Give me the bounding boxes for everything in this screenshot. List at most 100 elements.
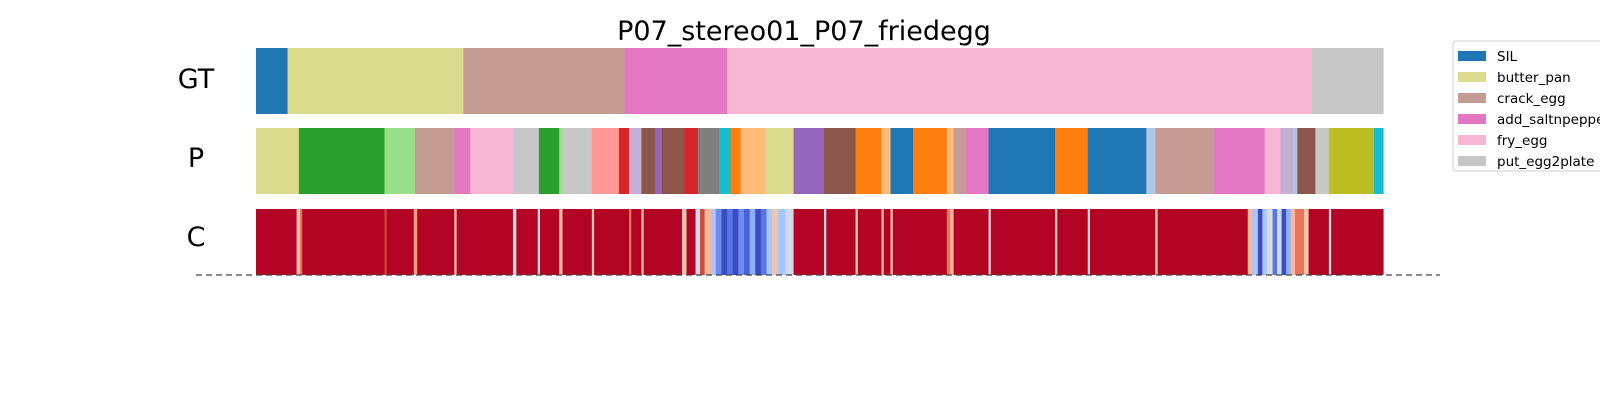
gt-segment-0 [256,48,289,114]
confidence-segment-67 [1277,209,1283,275]
confidence-segment-45 [857,209,883,275]
confidence-segment-28 [715,209,723,275]
confidence-segment-26 [704,209,712,275]
pred-segment-17 [697,128,720,194]
confidence-segment-34 [749,209,756,275]
pred-segment-0 [256,128,300,194]
confidence-segment-62 [1252,209,1259,275]
confidence-bar [256,209,1384,275]
row-label-gt: GT [178,64,215,95]
row-label-c: C [187,222,206,253]
legend-swatch-4 [1458,135,1486,145]
confidence-segment-29 [721,209,728,275]
legend-swatch-3 [1458,114,1486,124]
legend-swatch-2 [1458,93,1486,103]
confidence-segment-9 [456,209,514,275]
pred-segment-32 [988,128,1056,194]
confidence-segment-71 [1295,209,1305,275]
legend-swatch-0 [1458,51,1486,61]
pred-segment-22 [765,128,795,194]
pred-segment-18 [719,128,732,194]
pred-segment-25 [855,128,883,194]
confidence-segment-13 [540,209,560,275]
confidence-segment-63 [1257,209,1264,275]
pred-segment-28 [913,128,948,194]
confidence-segment-74 [1328,209,1332,275]
confidence-segment-56 [1057,209,1089,275]
confidence-segment-1 [296,209,301,275]
confidence-segment-65 [1266,209,1274,275]
pred-segment-14 [654,128,663,194]
confidence-segment-12 [537,209,541,275]
pred-segment-13 [641,128,656,194]
confidence-segment-25 [700,209,706,275]
confidence-segment-16 [591,209,595,275]
pred-segment-6 [512,128,540,194]
pred-segment-2 [384,128,416,194]
confidence-segment-75 [1331,209,1384,275]
pred-segment-39 [1280,128,1294,194]
confidence-segment-54 [990,209,1056,275]
confidence-segment-14 [559,209,564,275]
confidence-segment-38 [772,209,779,275]
legend-swatch-1 [1458,72,1486,82]
confidence-segment-59 [1155,209,1159,275]
confidence-segment-51 [950,209,955,275]
pred-segment-43 [1328,128,1375,194]
confidence-segment-40 [785,209,795,275]
legend-swatch-5 [1458,156,1486,166]
pred-segment-23 [793,128,825,194]
confidence-segment-11 [516,209,539,275]
confidence-segment-19 [631,209,643,275]
gt-segment-2 [463,48,626,114]
legend-label-2: crack_egg [1497,91,1566,107]
pred-segment-29 [946,128,955,194]
pred-segment-11 [618,128,630,194]
gt-segment-1 [287,48,464,114]
confidence-segment-23 [686,209,697,275]
confidence-segment-30 [727,209,734,275]
pred-segment-9 [562,128,593,194]
confidence-segment-52 [953,209,990,275]
confidence-segment-33 [743,209,751,275]
pred-segment-27 [890,128,914,194]
confidence-segment-8 [454,209,458,275]
legend-label-3: add_saltnpepper [1497,112,1600,128]
confidence-segment-73 [1308,209,1330,275]
confidence-segment-49 [892,209,948,275]
confidence-segment-2 [299,209,303,275]
pred-segment-16 [684,128,699,194]
confidence-segment-57 [1087,209,1091,275]
pred-segment-7 [538,128,560,194]
confidence-segment-70 [1290,209,1296,275]
confidence-segment-58 [1089,209,1156,275]
confidence-segment-44 [855,209,859,275]
confidence-segment-15 [562,209,593,275]
gt-segment-3 [624,48,728,114]
pred-segment-26 [881,128,892,194]
pred-segment-35 [1146,128,1156,194]
confidence-segment-46 [881,209,885,275]
legend-label-0: SIL [1497,49,1518,65]
gt-segment-5 [1312,48,1384,114]
confidence-segment-20 [641,209,645,275]
confidence-segment-60 [1157,209,1249,275]
confidence-segment-0 [256,209,298,275]
pred-segment-12 [629,128,643,194]
pred-segment-8 [559,128,564,194]
confidence-segment-42 [824,209,827,275]
legend-label-5: put_egg2plate [1497,154,1594,170]
confidence-segment-41 [793,209,825,275]
confidence-segment-68 [1281,209,1287,275]
confidence-segment-47 [883,209,892,275]
confidence-segment-35 [755,209,762,275]
pred-segment-1 [298,128,386,194]
chart-title: P07_stereo01_P07_friedegg [617,16,991,47]
confidence-segment-7 [417,209,455,275]
confidence-segment-72 [1304,209,1310,275]
legend-frame [1452,40,1600,172]
confidence-segment-6 [413,209,418,275]
gt-segment-bar [256,48,1384,114]
confidence-segment-3 [302,209,386,275]
